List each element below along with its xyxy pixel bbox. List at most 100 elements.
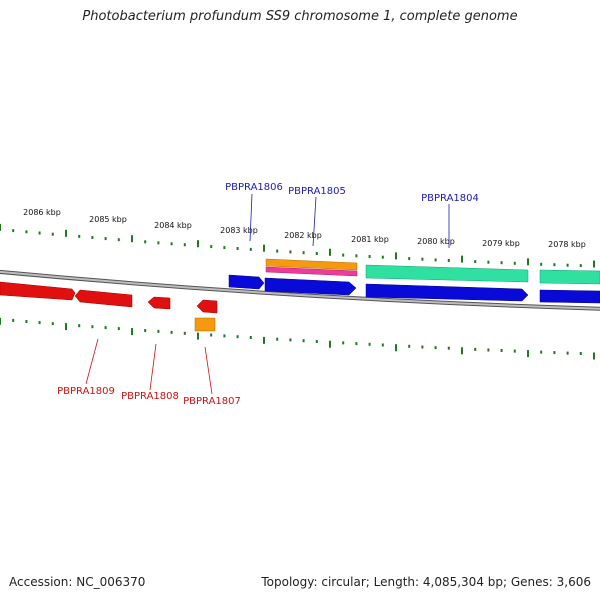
minor-tick bbox=[381, 343, 384, 347]
minor-tick bbox=[210, 245, 213, 249]
major-tick bbox=[0, 223, 1, 231]
major-tick bbox=[131, 328, 133, 336]
major-tick bbox=[197, 332, 199, 340]
minor-tick bbox=[487, 260, 490, 264]
minor-tick bbox=[447, 346, 450, 350]
gene-label-pbpra1805[interactable]: PBPRA1805 bbox=[288, 186, 346, 197]
minor-tick bbox=[553, 351, 556, 355]
feature-teal-pbpra1804[interactable] bbox=[365, 264, 529, 283]
major-tick bbox=[65, 323, 67, 331]
gene-labels: PBPRA1806 PBPRA1805 PBPRA1804 PBPRA1809 … bbox=[57, 182, 479, 407]
major-tick bbox=[263, 244, 265, 252]
gene-label-pbpra1804[interactable]: PBPRA1804 bbox=[421, 193, 479, 204]
minor-tick bbox=[474, 260, 477, 264]
minor-tick bbox=[170, 242, 173, 246]
minor-tick bbox=[302, 251, 305, 255]
genome-backbone-highlight bbox=[0, 270, 600, 310]
minor-tick bbox=[51, 322, 54, 326]
gene-next-arrow[interactable] bbox=[539, 289, 600, 304]
tick-label: 2083 kbp bbox=[220, 226, 258, 235]
minor-tick bbox=[25, 320, 28, 323]
minor-tick bbox=[540, 350, 543, 354]
minor-tick bbox=[249, 247, 252, 251]
major-tick bbox=[527, 258, 529, 266]
minor-tick bbox=[183, 331, 186, 335]
minor-tick bbox=[408, 344, 411, 348]
minor-tick bbox=[104, 237, 107, 241]
tick-label: 2085 kbp bbox=[89, 215, 127, 224]
tick-label: 2081 kbp bbox=[351, 235, 389, 244]
label-leaders bbox=[85, 193, 450, 395]
minor-tick bbox=[25, 230, 28, 234]
minor-tick bbox=[38, 321, 41, 325]
minor-tick bbox=[223, 334, 226, 338]
minor-tick bbox=[355, 342, 358, 346]
tick-label: 2086 kbp bbox=[23, 208, 61, 217]
feature-teal-next[interactable] bbox=[539, 269, 600, 285]
minor-tick bbox=[51, 232, 54, 236]
feature-orange-pbpra1807[interactable] bbox=[194, 317, 216, 332]
minor-tick bbox=[540, 262, 543, 266]
gene-pbpra1808-arrow[interactable] bbox=[147, 296, 171, 310]
minor-tick bbox=[315, 252, 318, 255]
minor-tick bbox=[117, 327, 120, 331]
minor-tick bbox=[487, 348, 490, 352]
minor-tick bbox=[302, 339, 305, 343]
tick-label: 2079 kbp bbox=[482, 239, 520, 248]
minor-tick bbox=[144, 329, 147, 332]
minor-tick bbox=[368, 342, 371, 346]
minor-tick bbox=[500, 349, 503, 352]
major-tick bbox=[593, 260, 595, 268]
minor-tick bbox=[78, 234, 81, 238]
minor-tick bbox=[368, 255, 371, 258]
gene-label-pbpra1806[interactable]: PBPRA1806 bbox=[225, 182, 283, 193]
minor-tick bbox=[157, 241, 160, 245]
accession-text: Accession: NC_006370 bbox=[9, 575, 146, 589]
minor-tick bbox=[342, 253, 345, 257]
tick-labels: 2086 kbp 2085 kbp 2084 kbp 2083 kbp 2082 kbp… bbox=[23, 208, 586, 249]
minor-tick bbox=[170, 330, 173, 334]
minor-tick bbox=[408, 257, 411, 261]
minor-tick bbox=[249, 336, 252, 339]
minor-tick bbox=[500, 261, 503, 265]
major-tick bbox=[395, 344, 397, 352]
minor-tick bbox=[566, 351, 569, 355]
minor-tick bbox=[421, 345, 424, 349]
minor-tick bbox=[513, 261, 516, 265]
major-tick bbox=[395, 252, 397, 260]
feature-orange-pbpra1805[interactable] bbox=[265, 258, 358, 271]
major-tick bbox=[527, 350, 529, 358]
minor-tick bbox=[183, 243, 186, 247]
minor-tick bbox=[381, 255, 384, 259]
major-tick bbox=[0, 317, 1, 325]
gene-label-pbpra1807[interactable]: PBPRA1807 bbox=[183, 396, 241, 407]
minor-tick bbox=[315, 340, 318, 343]
minor-tick bbox=[421, 257, 424, 261]
major-tick bbox=[263, 336, 265, 344]
gene-pbpra1804-arrow[interactable] bbox=[365, 283, 529, 302]
gene-pbpra1805-arrow[interactable] bbox=[264, 277, 357, 296]
gene-arrow-pbpra1809b[interactable] bbox=[74, 289, 133, 308]
gene-label-pbpra1808[interactable]: PBPRA1808 bbox=[121, 391, 179, 402]
major-tick bbox=[65, 229, 67, 237]
tick-label: 2082 kbp bbox=[284, 231, 322, 240]
tick-label: 2078 kbp bbox=[548, 240, 586, 249]
minor-tick bbox=[38, 231, 41, 235]
major-tick bbox=[131, 235, 133, 243]
minor-tick bbox=[289, 338, 292, 342]
minor-tick bbox=[289, 250, 292, 254]
major-tick bbox=[329, 248, 331, 256]
gene-pbpra1806-arrow[interactable] bbox=[228, 274, 265, 290]
gene-pbpra1809-arrow[interactable] bbox=[0, 281, 76, 301]
minor-tick bbox=[144, 240, 147, 244]
minor-tick bbox=[579, 264, 582, 268]
major-tick bbox=[197, 240, 199, 248]
map-title: Photobacterium profundum SS9 chromosome … bbox=[82, 9, 518, 24]
minor-tick bbox=[434, 258, 437, 262]
feature-pink-pbpra1805[interactable] bbox=[265, 266, 358, 277]
gene-pbpra1807-arrow[interactable] bbox=[196, 299, 218, 314]
minor-tick bbox=[236, 247, 239, 250]
gene-label-pbpra1809[interactable]: PBPRA1809 bbox=[57, 386, 115, 397]
minor-tick bbox=[117, 238, 120, 242]
major-tick bbox=[461, 255, 463, 263]
